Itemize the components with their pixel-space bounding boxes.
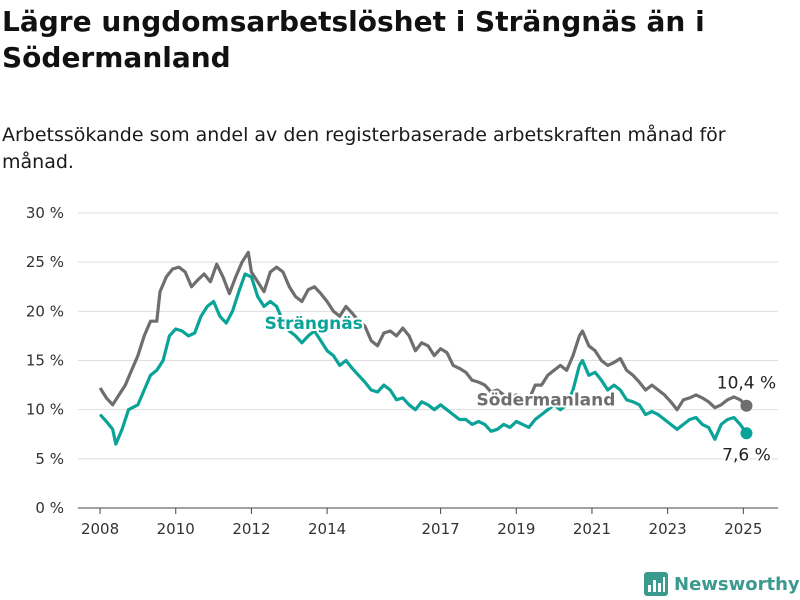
x-tick-label: 2023 — [649, 520, 687, 538]
end-point-s-dermanland — [740, 399, 753, 412]
series-line-s-dermanland — [98, 250, 748, 412]
y-tick-label: 25 % — [26, 253, 64, 271]
chart-title: Lägre ungdomsarbetslöshet i Strängnäs än… — [2, 5, 705, 74]
x-tick-label: 2019 — [497, 520, 535, 538]
gridlines — [78, 212, 778, 509]
series-label-sodermanland: Södermanland — [477, 391, 616, 411]
end-label-sodermanland: 10,4 % — [717, 374, 776, 394]
bar-chart-icon — [644, 572, 668, 596]
y-axis-tick-labels: 0 % 5 % 10 % 15 % 20 % 25 % 30 % — [26, 204, 64, 517]
series-label-sodermanland-halo: Södermanland — [477, 391, 616, 411]
series-lines — [98, 250, 753, 446]
brand-logo: Newsworthy — [644, 570, 800, 598]
y-tick-label: 30 % — [26, 204, 64, 222]
x-tick-label: 2025 — [724, 520, 762, 538]
x-tick-label: 2008 — [81, 520, 119, 538]
x-tick-label: 2017 — [422, 520, 460, 538]
y-tick-label: 0 % — [35, 499, 64, 517]
x-tick-label: 2021 — [573, 520, 611, 538]
x-tick-label: 2014 — [308, 520, 346, 538]
x-tick-label: 2010 — [157, 520, 195, 538]
y-tick-label: 10 % — [26, 401, 64, 419]
y-tick-label: 20 % — [26, 302, 64, 320]
end-label-sodermanland-halo: 10,4 % — [717, 374, 776, 394]
end-label-strangnas: 7,6 % — [722, 445, 771, 465]
series-label-strangnas-halo: Strängnäs — [265, 314, 363, 334]
chart-subtitle: Arbetssökande som andel av den registerb… — [2, 124, 726, 173]
y-tick-label: 5 % — [35, 450, 64, 468]
series-labels: SträngnäsSträngnäsSödermanlandSödermanla… — [263, 312, 779, 467]
y-tick-label: 15 % — [26, 352, 64, 370]
x-tick-label: 2012 — [232, 520, 270, 538]
line-chart: 0 %5 %10 %15 %20 %25 %30 % 2008 2010 2012 2… — [26, 204, 779, 538]
end-label-strangnas-halo: 7,6 % — [722, 445, 771, 465]
series-label-strangnas: Strängnäs — [265, 314, 363, 334]
brand-name: Newsworthy — [674, 573, 800, 595]
end-point-str-ngn-s — [740, 427, 753, 440]
series-line-str-ngn-s — [98, 272, 748, 446]
x-axis-tick-labels: 2008 2010 2012 2014 2017 2019 2021 2023 2025 — [81, 508, 762, 538]
